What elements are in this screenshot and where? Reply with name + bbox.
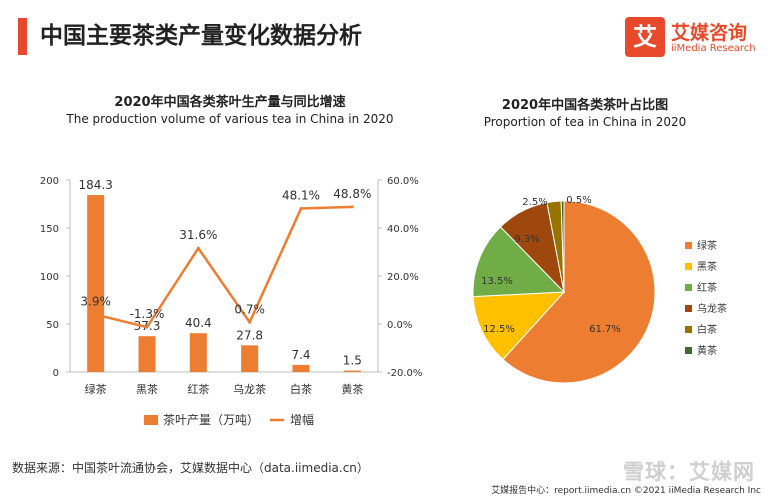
growth-value-label: 48.1% xyxy=(282,189,320,203)
legend-swatch-白茶 xyxy=(685,326,692,333)
growth-point xyxy=(350,205,354,209)
page-title: 中国主要茶类产量变化数据分析 xyxy=(40,23,362,49)
bar-白茶 xyxy=(292,364,310,372)
growth-point xyxy=(299,207,303,211)
pie-value-label: 13.5% xyxy=(481,276,513,287)
pie-value-label: 12.5% xyxy=(483,324,515,335)
pie-slice-黄茶 xyxy=(560,200,565,293)
right-axis-tick-label: 0.0% xyxy=(387,320,412,331)
brand-logo: 艾 艾媒咨询 iiMedia Research xyxy=(625,17,756,59)
header-accent-bar xyxy=(18,18,27,55)
growth-point xyxy=(145,325,149,329)
bar-value-label: 7.4 xyxy=(291,348,310,362)
bar-value-label: 184.3 xyxy=(78,178,112,192)
right-axis-tick-label: -20.0% xyxy=(387,368,422,379)
bar-value-label: 40.4 xyxy=(185,316,212,330)
logo-name-cn: 艾媒咨询 xyxy=(671,22,748,44)
pie-slice-红茶 xyxy=(472,226,566,298)
pie-slice-绿茶 xyxy=(502,200,656,384)
legend-swatch-绿茶 xyxy=(685,242,692,249)
bar-value-label: 1.5 xyxy=(343,354,362,368)
legend-label: 乌龙茶 xyxy=(697,302,727,315)
bar-黑茶 xyxy=(138,336,156,372)
bar-黄茶 xyxy=(343,370,361,372)
legend-label-production: 茶叶产量（万吨） xyxy=(163,412,259,427)
x-tick-label: 绿茶 xyxy=(85,382,107,396)
bar-chart-title: 2020年中国各类茶叶生产量与同比增速 xyxy=(114,95,346,110)
pie-value-label: 2.5% xyxy=(522,197,547,208)
pie-value-label: 61.7% xyxy=(589,324,621,335)
watermark: 雪球：艾媒网 xyxy=(623,460,755,484)
right-axis-tick-label: 40.0% xyxy=(387,224,419,235)
bar-绿茶 xyxy=(87,195,105,372)
bar-红茶 xyxy=(189,333,207,372)
x-tick-label: 白茶 xyxy=(290,382,312,396)
pie-chart-title: 2020年中国各类茶叶占比图 xyxy=(501,98,669,113)
legend-label: 绿茶 xyxy=(697,239,717,252)
pie-chart-subtitle: Proportion of tea in China in 2020 xyxy=(483,115,687,129)
left-axis-tick-label: 100 xyxy=(40,272,59,283)
growth-value-label: 31.6% xyxy=(179,228,217,242)
footer-credit: 艾媒报告中心：report.iimedia.cn ©2021 iiMedia R… xyxy=(491,486,761,496)
left-axis-tick-label: 150 xyxy=(40,224,59,235)
legend-label: 黄茶 xyxy=(697,344,717,357)
x-tick-label: 黄茶 xyxy=(341,382,363,396)
pie-value-label: 9.3% xyxy=(514,234,539,245)
data-source-note: 数据来源：中国茶叶流通协会，艾媒数据中心（data.iimedia.cn） xyxy=(12,461,369,475)
growth-value-label: 3.9% xyxy=(80,295,111,309)
bar-chart-subtitle: The production volume of various tea in … xyxy=(66,112,394,126)
growth-point xyxy=(94,313,98,317)
legend-swatch-黑茶 xyxy=(685,263,692,270)
legend-label: 白茶 xyxy=(697,323,717,336)
bar-乌龙茶 xyxy=(241,345,259,372)
growth-line xyxy=(95,205,353,329)
legend-swatch-乌龙茶 xyxy=(685,305,692,312)
growth-value-label: -1.3% xyxy=(130,307,165,321)
legend-swatch-黄茶 xyxy=(685,347,692,354)
left-axis-tick-label: 0 xyxy=(53,368,59,379)
right-axis-tick-label: 20.0% xyxy=(387,272,419,283)
bar-value-label: 27.8 xyxy=(236,328,263,342)
x-tick-label: 乌龙茶 xyxy=(233,382,266,396)
left-axis-tick-label: 50 xyxy=(46,320,59,331)
logo-name-en: iiMedia Research xyxy=(671,43,756,54)
legend-swatch-红茶 xyxy=(685,284,692,291)
pie-slice-黑茶 xyxy=(472,291,566,361)
production-combo-chart: 0 50 100 150 200 -20.0% 0.0% 20.0% 40.0% 60.0% 184… xyxy=(40,176,422,427)
logo-mark-icon: 艾 xyxy=(625,17,665,57)
right-axis-tick-label: 60.0% xyxy=(387,176,419,187)
growth-value-label: 48.8% xyxy=(333,187,371,201)
growth-value-label: 0.7% xyxy=(234,302,265,316)
growth-point xyxy=(196,246,200,250)
legend-label: 红茶 xyxy=(697,281,717,294)
x-tick-label: 红茶 xyxy=(187,383,209,396)
growth-point xyxy=(248,320,252,324)
legend-swatch-production xyxy=(144,415,158,425)
x-tick-label: 黑茶 xyxy=(136,383,158,396)
left-axis-tick-label: 200 xyxy=(40,176,59,187)
legend-label-growth: 增幅 xyxy=(290,412,314,427)
pie-value-label: 0.5% xyxy=(566,195,591,206)
legend-label: 黑茶 xyxy=(697,260,717,273)
